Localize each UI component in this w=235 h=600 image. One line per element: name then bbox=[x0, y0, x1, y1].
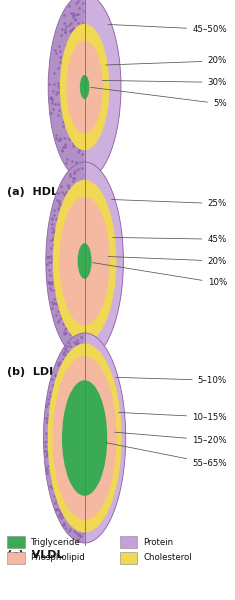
Ellipse shape bbox=[80, 75, 89, 99]
Text: 20%: 20% bbox=[106, 56, 227, 65]
Text: 45–50%: 45–50% bbox=[108, 25, 227, 34]
Text: (b)  LDL: (b) LDL bbox=[7, 367, 56, 377]
Ellipse shape bbox=[48, 0, 121, 180]
Text: 5%: 5% bbox=[91, 88, 227, 108]
Text: 30%: 30% bbox=[102, 78, 227, 87]
Ellipse shape bbox=[60, 24, 109, 150]
Polygon shape bbox=[85, 0, 121, 180]
Ellipse shape bbox=[47, 343, 122, 533]
Text: (a)  HDL: (a) HDL bbox=[7, 187, 58, 197]
FancyBboxPatch shape bbox=[7, 552, 25, 564]
Ellipse shape bbox=[53, 356, 117, 520]
Text: 10–15%: 10–15% bbox=[118, 412, 227, 421]
Text: 45%: 45% bbox=[113, 235, 227, 244]
Text: 25%: 25% bbox=[111, 199, 227, 208]
FancyBboxPatch shape bbox=[120, 536, 137, 548]
Text: 55–65%: 55–65% bbox=[105, 443, 227, 468]
Ellipse shape bbox=[66, 40, 103, 133]
Text: Phospholipid: Phospholipid bbox=[31, 553, 85, 563]
FancyBboxPatch shape bbox=[120, 552, 137, 564]
Text: Triglyceride: Triglyceride bbox=[31, 538, 80, 547]
Text: (c)  VLDL: (c) VLDL bbox=[7, 550, 63, 560]
Polygon shape bbox=[85, 333, 126, 543]
Text: 20%: 20% bbox=[108, 257, 227, 265]
Ellipse shape bbox=[59, 197, 110, 325]
Text: Protein: Protein bbox=[143, 538, 173, 547]
Ellipse shape bbox=[43, 333, 126, 543]
Polygon shape bbox=[85, 162, 123, 360]
Text: 5–10%: 5–10% bbox=[116, 376, 227, 385]
FancyBboxPatch shape bbox=[7, 536, 25, 548]
Text: 10%: 10% bbox=[93, 263, 227, 287]
Text: Cholesterol: Cholesterol bbox=[143, 553, 192, 563]
Text: 15–20%: 15–20% bbox=[114, 432, 227, 445]
Ellipse shape bbox=[62, 380, 107, 496]
Ellipse shape bbox=[53, 180, 116, 342]
Ellipse shape bbox=[46, 162, 123, 360]
Ellipse shape bbox=[78, 243, 92, 279]
